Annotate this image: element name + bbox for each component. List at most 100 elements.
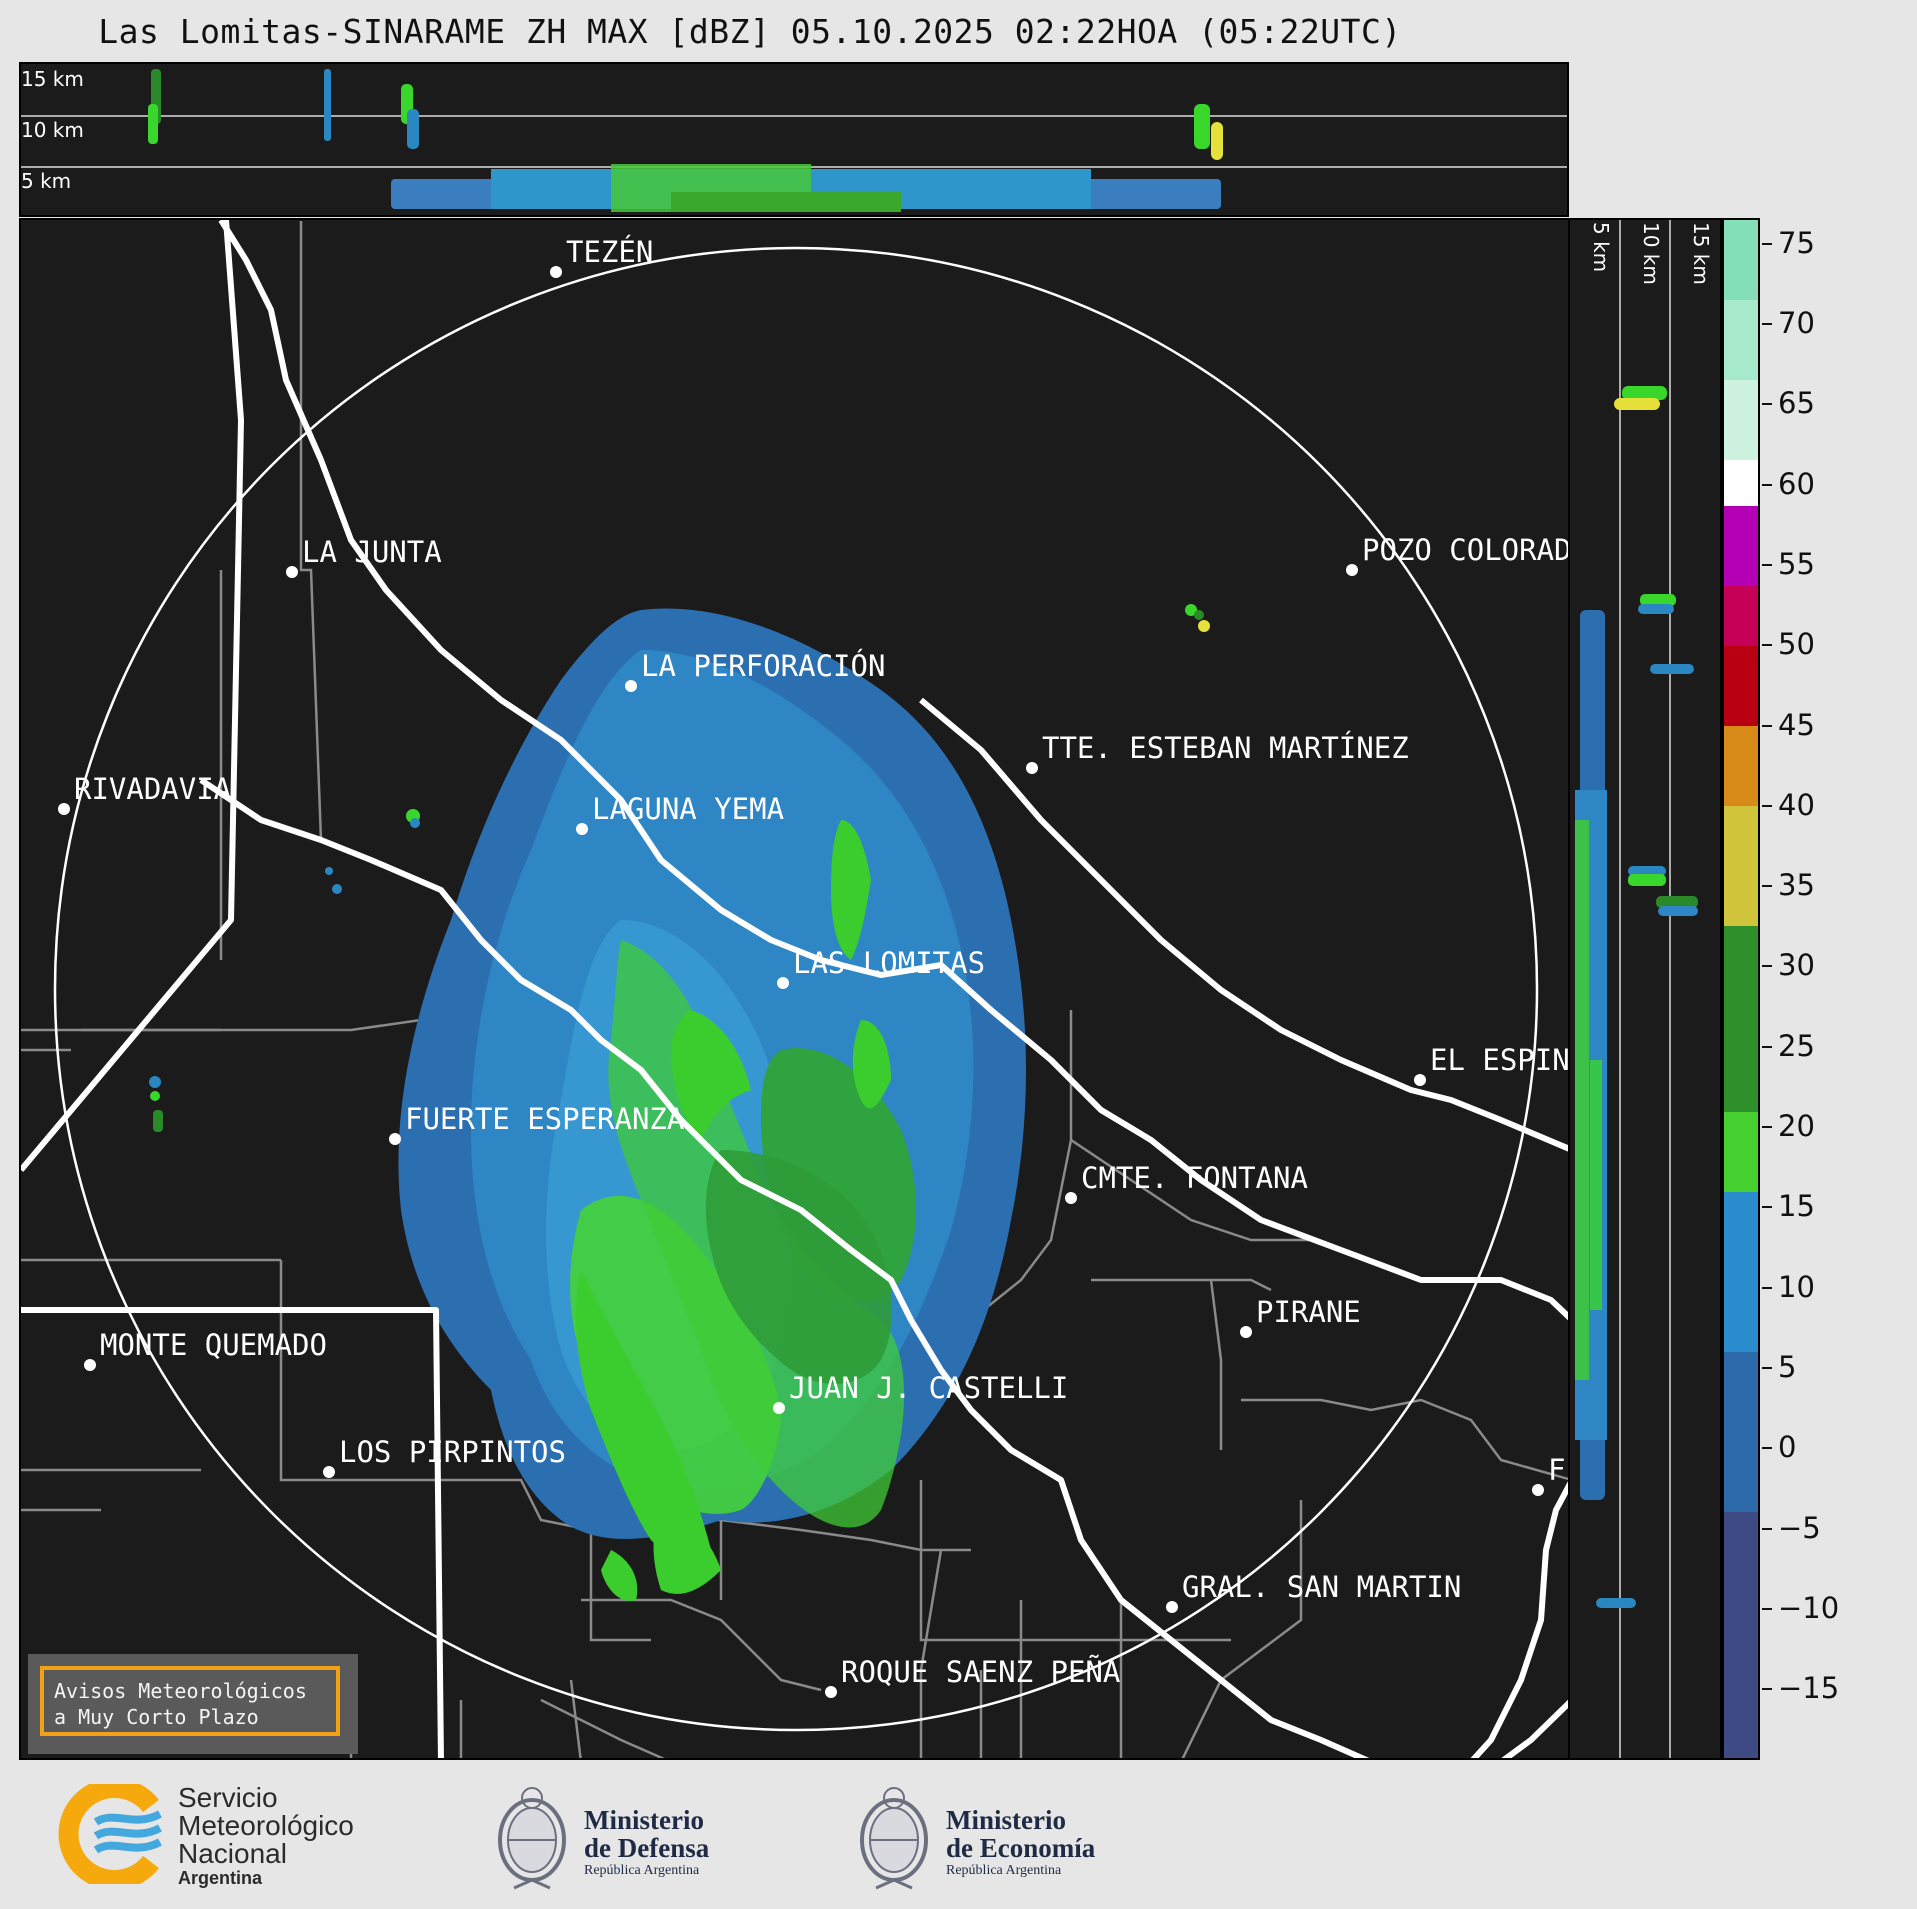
cb-18-30 [1724,926,1758,1112]
smn-line1: Servicio [178,1782,278,1813]
cb-tick [1762,725,1772,727]
city-label-las-lomitas: LAS LOMITAS [793,946,985,980]
echo-blob [1656,896,1698,908]
cb-5-13 [1724,1192,1758,1352]
cb-65-70 [1724,300,1758,380]
echo-column [148,104,158,144]
city-marker-la-perforacion [625,680,637,692]
echo-column [407,109,419,149]
echo-column [324,69,331,141]
city-marker-tte-esteban-martinez [1026,762,1038,774]
radar-map-plot: TEZÉN LA JUNTA POZO COLORAD LA PERFORACI… [21,220,1570,1758]
cb-neg [1724,1512,1758,1758]
cb-tick [1762,564,1772,566]
cb-tick [1762,1608,1772,1610]
height-label-15km: 15 km [21,67,84,91]
cb-tick [1762,484,1772,486]
colorbar [1722,218,1760,1760]
city-label-la-perforacion: LA PERFORACIÓN [641,649,885,683]
footer: Servicio Meteorológico Nacional Argentin… [0,1762,1917,1909]
top-cross-section: 15 km 10 km 5 km [19,62,1569,217]
city-label-laguna-yema: LAGUNA YEMA [592,792,784,826]
cb-48-53 [1724,586,1758,646]
city-marker-juan-j-castelli [773,1402,785,1414]
cb-0-5 [1724,1352,1758,1512]
city-label-el-espin: EL ESPIN [1430,1043,1570,1077]
echo-core [671,192,901,212]
city-marker-roque-saenz-pena [825,1686,837,1698]
defensa-line3: República Argentina [584,1863,700,1878]
cb-tick [1762,965,1772,967]
city-label-cmte-fontana: CMTE. FONTANA [1081,1161,1308,1195]
avisos-line2: a Muy Corto Plazo [54,1705,259,1729]
city-marker-la-junta [286,566,298,578]
range-ring [53,246,1539,1732]
radar-map[interactable]: TEZÉN LA JUNTA POZO COLORAD LA PERFORACI… [19,218,1570,1760]
page-title: Las Lomitas-SINARAME ZH MAX [dBZ] 05.10.… [98,12,1402,51]
city-marker-los-pirpintos [323,1466,335,1478]
height-label-10km: 10 km [21,118,84,142]
cb-70-75 [1724,220,1758,300]
city-marker-gral-san-martin [1166,1601,1178,1613]
cb-tick [1762,1287,1772,1289]
economia-line3: República Argentina [946,1863,1062,1878]
city-marker-pirane [1240,1326,1252,1338]
cb-label: 55 [1778,547,1815,581]
echo-blob [1622,386,1667,400]
cb-58-60 [1724,460,1758,506]
cb-label: 40 [1778,788,1815,822]
argentina-coat-of-arms-icon [498,1787,566,1890]
city-label-tte-esteban-martinez: TTE. ESTEBAN MARTÍNEZ [1042,731,1409,765]
cb-60-65 [1724,380,1758,460]
echo-core [1575,820,1589,1380]
city-label-los-pirpintos: LOS PIRPINTOS [339,1435,566,1469]
city-label-juan-j-castelli: JUAN J. CASTELLI [789,1371,1068,1405]
echo-blob [1628,866,1666,876]
city-marker-f [1532,1484,1544,1496]
cb-label: 20 [1778,1109,1815,1143]
city-markers: TEZÉN LA JUNTA POZO COLORAD LA PERFORACI… [58,235,1570,1698]
cb-38-43 [1724,726,1758,806]
cb-30-38 [1724,806,1758,926]
cb-tick [1762,1528,1772,1530]
cb-tick [1762,1367,1772,1369]
echo-blob [1640,594,1676,606]
cb-label: 35 [1778,868,1815,902]
smn-line4: Argentina [178,1868,263,1888]
city-marker-las-lomitas [777,977,789,989]
radar-echoes [149,604,1210,1601]
economia-line2: de Economía [946,1833,1096,1863]
city-label-la-junta: LA JUNTA [302,535,442,569]
cb-53-58 [1724,506,1758,586]
city-label-f: F [1548,1453,1565,1487]
cb-tick [1762,805,1772,807]
city-label-monte-quemado: MONTE QUEMADO [100,1328,327,1362]
cb-tick [1762,1126,1772,1128]
cb-label: 15 [1778,1189,1815,1223]
province-boundaries [21,220,1568,1758]
echo-blob [1658,906,1698,916]
cb-tick [1762,1688,1772,1690]
city-label-pirane: PIRANE [1256,1295,1361,1329]
cb-tick [1762,403,1772,405]
cb-label: −10 [1778,1591,1840,1625]
echo-blob [1628,874,1666,886]
city-marker-laguna-yema [576,823,588,835]
right-cross-section-plot: 5 km 10 km 15 km [1575,220,1713,1758]
cb-label: 0 [1778,1430,1797,1464]
height-label-5km: 5 km [21,169,71,193]
echo-blob [1596,1598,1636,1608]
cb-43-48 [1724,646,1758,726]
echo-blob [1614,398,1660,410]
smn-logo-icon [58,1784,162,1884]
height-label-5km: 5 km [1589,222,1613,272]
echo-column [1194,104,1210,149]
avisos-line1: Avisos Meteorológicos [54,1679,307,1703]
cb-label: 10 [1778,1270,1815,1304]
city-marker-monte-quemado [84,1359,96,1371]
echo-column [1211,122,1223,160]
echo-core [1590,1060,1602,1310]
city-label-rivadavia: RIVADAVIA [74,772,231,806]
avisos-box[interactable]: Avisos Meteorológicos a Muy Corto Plazo [28,1654,358,1754]
cb-label: −5 [1778,1511,1821,1545]
